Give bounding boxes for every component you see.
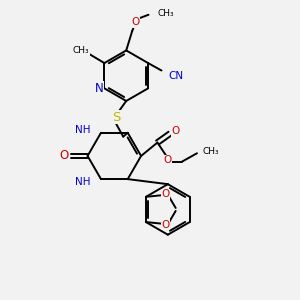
Text: O: O: [132, 17, 140, 27]
Text: CH₃: CH₃: [73, 46, 89, 55]
Text: CH₃: CH₃: [203, 147, 220, 156]
Text: O: O: [163, 155, 171, 165]
Text: O: O: [59, 149, 68, 162]
Text: NH: NH: [75, 125, 91, 135]
Text: CH₃: CH₃: [158, 9, 174, 18]
Text: O: O: [161, 220, 170, 230]
Text: N: N: [94, 82, 103, 95]
Text: O: O: [171, 126, 179, 136]
Text: O: O: [161, 189, 170, 199]
Text: CN: CN: [168, 71, 183, 81]
Text: NH: NH: [75, 177, 91, 187]
Text: S: S: [112, 111, 120, 124]
